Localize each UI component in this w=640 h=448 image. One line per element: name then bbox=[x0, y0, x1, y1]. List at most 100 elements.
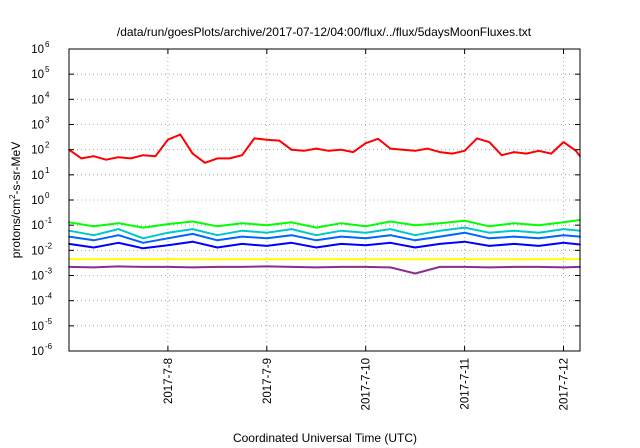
y-tick-exp: 2 bbox=[45, 141, 50, 150]
data-point bbox=[389, 220, 392, 223]
y-tick-label: 10-6 bbox=[31, 342, 52, 358]
data-point bbox=[414, 149, 417, 152]
y-tick-base: 10 bbox=[31, 170, 44, 182]
y-tick-exp: 4 bbox=[45, 90, 50, 99]
grid-layer bbox=[69, 49, 580, 351]
y-tick-exp: 5 bbox=[45, 65, 50, 74]
data-point bbox=[142, 266, 145, 268]
data-point bbox=[513, 235, 515, 238]
data-point bbox=[167, 258, 169, 260]
y-tick-exp: -6 bbox=[45, 342, 53, 351]
y-tick-base: 10 bbox=[31, 220, 44, 232]
data-point bbox=[179, 133, 182, 136]
data-point bbox=[241, 229, 244, 232]
series-line bbox=[68, 226, 581, 240]
y-tick-label: 101 bbox=[31, 166, 50, 182]
data-point bbox=[352, 151, 355, 154]
data-point bbox=[537, 149, 540, 152]
data-point bbox=[414, 239, 417, 242]
series-0 bbox=[68, 133, 581, 164]
y-axis-label-sup: 2 bbox=[8, 194, 17, 199]
x-tick-label: 2017-7-10 bbox=[361, 358, 373, 410]
x-tick-label: 2017-7-9 bbox=[262, 358, 274, 404]
data-point bbox=[142, 241, 145, 244]
y-tick-base: 10 bbox=[31, 120, 44, 132]
data-point bbox=[439, 229, 441, 232]
data-point bbox=[488, 231, 491, 234]
data-point bbox=[550, 152, 553, 155]
data-point bbox=[389, 266, 392, 269]
data-point bbox=[265, 258, 268, 260]
data-point bbox=[278, 139, 281, 142]
data-point bbox=[117, 228, 120, 231]
series-line bbox=[68, 219, 581, 229]
data-point bbox=[117, 241, 120, 244]
data-point bbox=[488, 141, 491, 144]
y-tick-exp: -5 bbox=[45, 317, 53, 326]
data-point bbox=[191, 266, 194, 269]
data-point bbox=[414, 246, 417, 249]
data-point bbox=[513, 258, 515, 261]
y-tick-label: 105 bbox=[31, 65, 50, 81]
data-point bbox=[562, 141, 565, 144]
y-tick-exp: 1 bbox=[45, 166, 50, 175]
y-tick-exp: -3 bbox=[45, 267, 53, 276]
data-point bbox=[142, 237, 145, 240]
data-point bbox=[562, 258, 565, 260]
data-point bbox=[364, 225, 367, 228]
data-point bbox=[315, 266, 318, 269]
data-point bbox=[562, 241, 565, 244]
y-tick-label: 102 bbox=[31, 141, 50, 157]
data-point bbox=[513, 243, 515, 245]
data-point bbox=[513, 229, 515, 232]
data-point bbox=[315, 147, 318, 150]
data-point bbox=[167, 231, 169, 234]
data-point bbox=[142, 226, 145, 229]
data-point bbox=[92, 246, 95, 249]
data-point bbox=[488, 237, 491, 240]
data-point bbox=[463, 226, 466, 229]
data-point bbox=[364, 142, 367, 145]
data-point bbox=[389, 234, 392, 237]
data-point bbox=[439, 222, 441, 225]
data-point bbox=[414, 224, 417, 227]
data-point bbox=[327, 149, 330, 152]
y-tick-exp: 3 bbox=[45, 116, 50, 125]
data-point bbox=[290, 228, 293, 231]
data-point bbox=[513, 266, 515, 268]
data-point bbox=[105, 158, 107, 161]
series-layer bbox=[68, 133, 581, 275]
y-tick-exp: -4 bbox=[45, 292, 53, 301]
data-point bbox=[414, 234, 417, 237]
data-point bbox=[216, 234, 219, 237]
data-point bbox=[167, 266, 169, 268]
data-point bbox=[303, 149, 305, 152]
y-axis-label: protons/cm2-s-sr-MeV bbox=[8, 142, 23, 258]
x-tick-label: 2017-7-11 bbox=[460, 358, 472, 410]
y-tick-label: 103 bbox=[31, 116, 50, 132]
data-point bbox=[463, 149, 466, 152]
data-point bbox=[575, 149, 577, 152]
data-point bbox=[451, 152, 454, 155]
data-point bbox=[500, 154, 503, 157]
y-tick-label: 100 bbox=[31, 191, 50, 207]
data-point bbox=[265, 231, 268, 234]
y-tick-base: 10 bbox=[31, 321, 44, 333]
data-point bbox=[142, 247, 145, 250]
data-point bbox=[92, 239, 95, 242]
data-point bbox=[562, 266, 565, 269]
data-point bbox=[463, 219, 466, 222]
x-axis-label: Coordinated Universal Time (UTC) bbox=[233, 431, 417, 445]
data-point bbox=[488, 245, 491, 247]
data-point bbox=[241, 266, 244, 268]
data-point bbox=[117, 265, 120, 268]
data-point bbox=[476, 137, 478, 140]
chart-title: /data/run/goesPlots/archive/2017-07-12/0… bbox=[117, 25, 532, 39]
y-tick-base: 10 bbox=[31, 94, 44, 106]
data-point bbox=[241, 222, 244, 225]
data-point bbox=[463, 240, 466, 243]
data-point bbox=[191, 152, 194, 155]
data-point bbox=[167, 237, 169, 240]
data-point bbox=[315, 226, 318, 229]
data-point bbox=[241, 235, 244, 238]
